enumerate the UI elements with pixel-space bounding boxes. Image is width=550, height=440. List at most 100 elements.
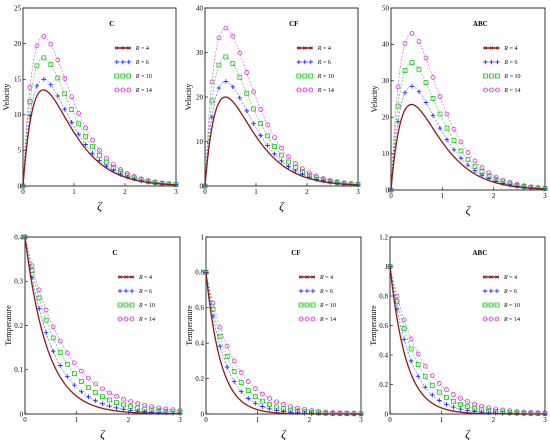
y-axis-label: Temperature xyxy=(369,305,378,346)
data-point xyxy=(69,94,75,100)
chart-title: C xyxy=(112,249,117,257)
data-point xyxy=(444,125,450,131)
data-point xyxy=(245,379,251,384)
legend-marker xyxy=(304,288,310,294)
y-axis-label: Temperature xyxy=(4,305,13,346)
data-point xyxy=(423,80,429,86)
data-point xyxy=(238,370,244,375)
data-point xyxy=(100,386,105,392)
x-tick-label: 2 xyxy=(308,416,312,424)
data-point xyxy=(415,362,421,367)
data-point xyxy=(43,330,49,335)
chart-panel-2: 0 10 20 30 40 0 1 2 3 Velocity ζ CF R = 4 R = 6 R = 10… xyxy=(184,4,361,213)
x-axis-label: ζ xyxy=(466,203,472,217)
data-point xyxy=(34,43,40,49)
data-point xyxy=(429,392,435,398)
x-tick-label: 0 xyxy=(23,416,27,424)
y-tick-label: 20 xyxy=(14,40,22,48)
data-point xyxy=(93,390,98,395)
x-tick-label: 3 xyxy=(356,188,360,196)
legend-marker xyxy=(296,87,302,93)
data-point xyxy=(244,108,250,114)
y-tick-label: 0 xyxy=(18,182,22,190)
x-tick-label: 1 xyxy=(72,188,76,196)
data-point xyxy=(265,122,270,128)
series-line xyxy=(390,103,546,191)
data-point xyxy=(295,405,300,411)
legend-marker xyxy=(495,275,499,279)
legend-marker xyxy=(495,73,500,79)
y-tick-label: 0.6 xyxy=(379,322,388,330)
data-point xyxy=(258,133,263,138)
legend-marker xyxy=(129,316,135,322)
data-point xyxy=(48,41,54,47)
data-point xyxy=(472,163,478,169)
data-point xyxy=(422,373,428,379)
x-tick-label: 2 xyxy=(492,416,496,424)
legend-label: R = 6 xyxy=(503,289,517,295)
data-point xyxy=(408,358,414,364)
data-point xyxy=(260,391,265,397)
data-point xyxy=(444,402,449,407)
y-tick-label: 0.3 xyxy=(14,278,23,286)
x-tick-label: 1 xyxy=(441,192,445,200)
x-tick-label: 0 xyxy=(204,416,208,424)
legend-marker xyxy=(495,59,500,65)
x-tick-label: 2 xyxy=(305,188,309,196)
series-markers xyxy=(202,54,361,189)
series-line xyxy=(205,272,361,415)
data-point xyxy=(265,133,270,139)
plot-frame xyxy=(205,236,362,415)
data-point xyxy=(100,394,105,400)
legend-marker xyxy=(123,288,129,294)
data-point xyxy=(79,379,84,384)
data-point xyxy=(253,400,258,406)
data-point xyxy=(231,369,237,374)
data-point xyxy=(64,361,70,367)
data-point xyxy=(395,119,401,124)
series-markers xyxy=(202,79,361,189)
data-point xyxy=(43,317,49,323)
x-tick-label: 1 xyxy=(254,188,258,196)
data-point xyxy=(114,405,119,411)
data-point xyxy=(79,368,84,374)
chart-panel-5: 0 0.2 0.4 0.6 0.8 1 0 1 2 3 Temperature ζ CF R = 4 R =… xyxy=(185,233,364,440)
legend-marker xyxy=(114,59,120,65)
legend-label: R = 10 xyxy=(503,303,520,309)
data-point xyxy=(409,83,415,89)
legend-marker xyxy=(488,302,494,308)
data-point xyxy=(230,84,236,90)
data-point xyxy=(41,76,47,82)
data-point xyxy=(231,358,237,364)
data-point xyxy=(444,387,449,392)
data-point xyxy=(224,354,230,359)
series-markers xyxy=(387,264,548,416)
legend-marker xyxy=(308,59,314,65)
series-markers xyxy=(203,270,364,417)
data-point xyxy=(437,398,442,403)
y-tick-label: 0 xyxy=(201,410,205,418)
x-tick-label: 3 xyxy=(178,416,182,424)
data-point xyxy=(223,79,229,84)
x-tick-label: 1 xyxy=(256,416,260,424)
series-markers xyxy=(20,76,179,189)
legend-marker xyxy=(482,316,488,322)
data-point xyxy=(458,406,463,412)
series-markers xyxy=(388,31,548,193)
data-point xyxy=(79,389,84,395)
series-markers xyxy=(203,270,364,417)
legend-marker xyxy=(309,46,313,50)
data-point xyxy=(486,405,491,411)
data-point xyxy=(216,62,222,68)
legend-label: R = 14 xyxy=(138,317,155,323)
plot-frame xyxy=(389,236,546,415)
data-point xyxy=(415,351,421,357)
x-tick-label: 3 xyxy=(543,416,547,424)
data-point xyxy=(93,398,98,404)
data-point xyxy=(156,410,162,416)
y-tick-label: 5 xyxy=(18,147,22,155)
series-line xyxy=(22,57,177,187)
data-point xyxy=(465,399,470,404)
series-line xyxy=(205,272,362,415)
series-line xyxy=(390,86,546,191)
